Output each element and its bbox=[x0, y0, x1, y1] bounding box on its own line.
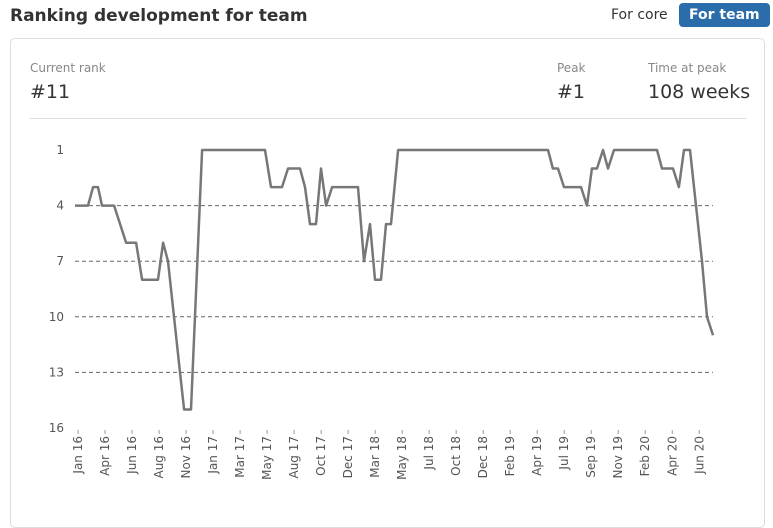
x-tick-label: Dec 18 bbox=[476, 436, 490, 478]
y-tick-label: 4 bbox=[56, 199, 64, 213]
x-tick-label: Mar 17 bbox=[233, 436, 247, 478]
x-tick-label: Mar 18 bbox=[368, 436, 382, 478]
x-tick-label: Feb 20 bbox=[638, 436, 652, 476]
x-tick-label: May 18 bbox=[395, 436, 409, 480]
y-tick-label: 16 bbox=[49, 421, 64, 435]
x-tick-label: Oct 18 bbox=[449, 436, 463, 476]
x-tick-label: Nov 16 bbox=[179, 436, 193, 479]
x-tick-label: Aug 16 bbox=[152, 436, 166, 479]
stat-label: Peak bbox=[557, 61, 586, 75]
stat-value: 108 weeks bbox=[648, 81, 751, 103]
x-tick-label: Jul 18 bbox=[422, 436, 436, 471]
x-tick-label: Apr 20 bbox=[665, 436, 679, 476]
y-tick-label: 1 bbox=[56, 143, 64, 157]
stat-value: #11 bbox=[30, 81, 71, 103]
y-tick-label: 10 bbox=[49, 310, 64, 324]
x-tick-label: Sep 19 bbox=[584, 436, 598, 478]
stat-value: #1 bbox=[557, 81, 586, 103]
chart: 1 4 7 10 13 16 Jan 16 Apr 16 Jun 16 Aug 16 Nov 16 J… bbox=[49, 143, 715, 480]
stat-label: Current rank bbox=[30, 61, 106, 75]
x-tick-label: Jun 16 bbox=[125, 436, 139, 475]
x-tick-label: Nov 19 bbox=[611, 436, 625, 479]
x-tick-label: Aug 17 bbox=[287, 436, 301, 479]
x-tick-label: Jan 17 bbox=[206, 436, 220, 475]
tab[interactable]: For team bbox=[679, 3, 770, 27]
page: Ranking development for team For core Fo… bbox=[10, 3, 770, 528]
stat-label: Time at peak bbox=[648, 61, 727, 75]
rank-line bbox=[75, 148, 715, 411]
x-tick-label: Feb 19 bbox=[503, 436, 517, 476]
x-tick-label: Jun 20 bbox=[692, 436, 706, 475]
y-tick-label: 13 bbox=[49, 365, 64, 379]
x-tick-label: May 17 bbox=[260, 436, 274, 480]
y-tick-label: 7 bbox=[56, 254, 64, 268]
x-tick-label: Jan 16 bbox=[71, 436, 85, 475]
x-tick-label: Jul 19 bbox=[557, 436, 571, 471]
x-tick-label: Apr 19 bbox=[530, 436, 544, 476]
x-tick-label: Dec 17 bbox=[341, 436, 355, 478]
x-tick-label: Apr 16 bbox=[98, 436, 112, 476]
divider bbox=[30, 118, 746, 119]
page-title: Ranking development for team bbox=[10, 6, 308, 26]
x-tick-label: Oct 17 bbox=[314, 436, 328, 476]
tab[interactable]: For core bbox=[611, 7, 668, 23]
